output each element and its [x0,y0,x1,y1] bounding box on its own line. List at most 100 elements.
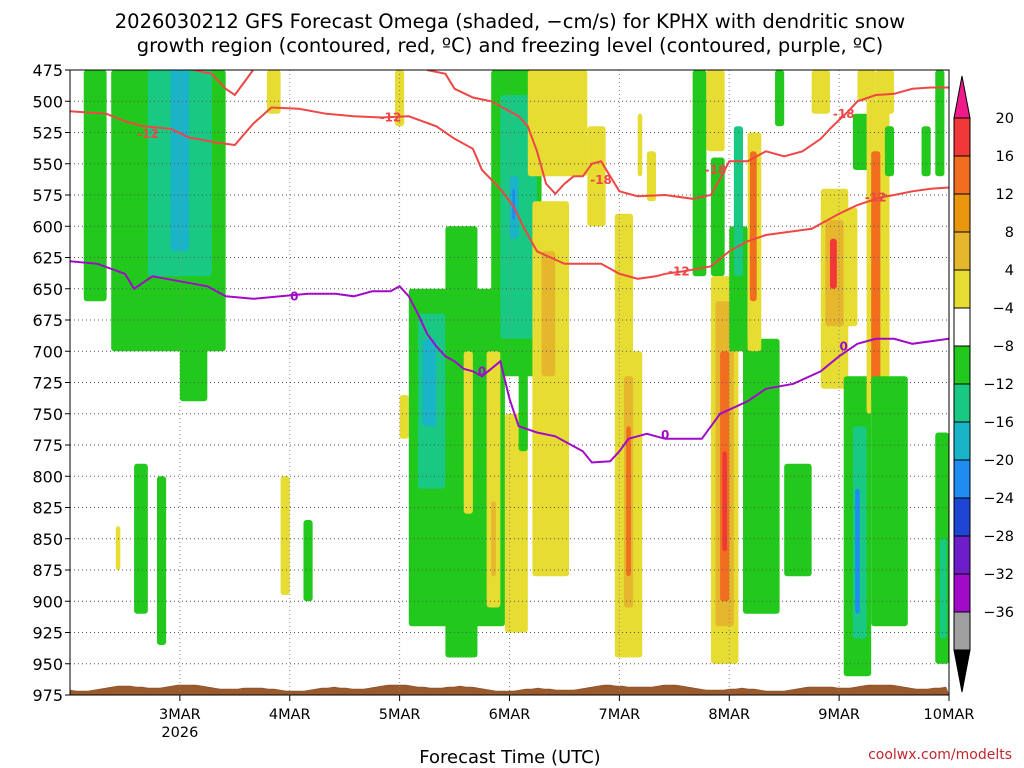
omega-region-48 [775,70,785,127]
y-tick-label-500: 500 [32,92,63,111]
colorbar-box-12 [953,573,971,613]
omega-region-16 [445,226,478,658]
colorbar-box-8 [953,421,971,461]
y-tick-label-750: 750 [32,405,63,424]
y-tick-label-550: 550 [32,155,63,174]
y-tick-label-625: 625 [32,249,63,268]
chart-title-line-1: 2026030212 GFS Forecast Omega (shaded, −… [115,10,906,33]
colorbar-bottom-arrow [953,649,971,693]
y-tick-label-825: 825 [32,499,63,518]
x-tick-label-7MAR: 7MAR [599,707,641,723]
colorbar-box-4 [953,269,971,309]
omega-region-6 [156,476,167,645]
contour-label-0-2: 0 [661,428,669,442]
colorbar-label-6: −8 [993,339,1014,355]
y-tick-label-775: 775 [32,436,63,455]
terrain-surface [69,684,950,696]
y-tick-label-800: 800 [32,467,63,486]
contour-label--12-0: -12 [137,127,159,141]
pressure-axis: 475 500 525 550 575 600 625 650 675 700 725 750 775 8… [32,61,70,705]
terrain-band [69,684,950,696]
omega-region-44 [733,126,743,277]
y-tick-label-600: 600 [32,217,63,236]
omega-region-50 [811,70,830,114]
temperature-contours: -12 -12 -12 -12 -18 -18 -18 0 0 0 0 [70,70,949,464]
omega-region-65 [921,126,931,177]
y-tick-label-900: 900 [32,592,63,611]
y-tick-label-850: 850 [32,530,63,549]
y-tick-label-925: 925 [32,624,63,643]
colorbar-label-1: 16 [996,149,1014,165]
y-tick-label-575: 575 [32,186,63,205]
colorbar-label-9: −20 [983,453,1014,469]
x-tick-label-5MAR: 5MAR [379,707,421,723]
colorbar-box-6 [953,345,971,385]
y-tick-label-725: 725 [32,374,63,393]
omega-region-10 [303,520,313,602]
omega-region-22 [486,351,501,608]
contour-label--12-2: -12 [668,264,690,278]
x-tick-label-9MAR: 9MAR [818,707,860,723]
colorbar-label-13: −36 [983,605,1014,621]
contour-line-0 [70,260,949,464]
colorbar-box-9 [953,459,971,499]
contour-line--18 [193,70,254,97]
y-tick-label-875: 875 [32,561,63,580]
omega-region-7 [115,526,121,570]
colorbar-box-5 [953,307,971,347]
colorbar-label-0: 20 [996,111,1014,127]
omega-region-59 [857,70,876,102]
colorbar-label-8: −16 [983,415,1014,431]
colorbar: 20 16 12 8 4 −4 −8 −12 −16 −20 −24 −28 −32 −36 [953,75,1014,693]
omega-region-63 [875,70,895,114]
omega-region-62 [871,376,908,627]
colorbar-label-4: 4 [1005,263,1014,279]
omega-region-68 [939,538,947,639]
x-tick-label-6MAR: 6MAR [489,707,531,723]
omega-region-28 [541,251,556,377]
contour-label--12-3: -12 [865,191,887,205]
x-tick-label-10MAR: 10MAR [924,707,975,723]
omega-region-33 [626,426,631,577]
colorbar-label-10: −24 [983,491,1014,507]
y-tick-label-700: 700 [32,342,63,361]
omega-region-0 [83,70,107,302]
x-tick-label-4MAR: 4MAR [269,707,311,723]
omega-region-54 [843,207,858,327]
y-tick-label-525: 525 [32,124,63,143]
x-tick-label-8MAR: 8MAR [708,707,750,723]
y-tick-label-650: 650 [32,280,63,299]
contour-label--12-1: -12 [380,111,402,125]
colorbar-label-2: 12 [996,187,1014,203]
omega-region-66 [935,70,945,177]
omega-region-37 [706,70,725,152]
x-tick-label-3MAR: 3MAR [159,707,201,723]
colorbar-label-11: −28 [983,529,1014,545]
y-tick-label-950: 950 [32,655,63,674]
colorbar-box-7 [953,383,971,423]
omega-region-4 [179,288,208,402]
omega-region-64 [884,126,895,177]
omega-region-9 [280,476,290,595]
contour-label-0-3: 0 [840,339,848,353]
omega-region-57 [855,488,860,614]
omega-region-35 [646,151,656,202]
y-tick-label-675: 675 [32,311,63,330]
x-tick-sublabel-3MAR: 2026 [161,725,198,741]
colorbar-box-0 [953,117,971,157]
credit-text: coolwx.com/modelts [868,747,1012,763]
colorbar-box-10 [953,497,971,537]
omega-region-34 [637,113,643,177]
contour-label-0-0: 0 [290,289,298,303]
omega-region-53 [829,238,837,289]
colorbar-box-11 [953,535,971,575]
chart-title-line-2: growth region (contoured, red, ºC) and f… [137,34,884,57]
contour-label--18b-0: -18 [590,173,612,187]
omega-region-26 [527,70,588,177]
colorbar-label-12: −32 [983,567,1014,583]
colorbar-box-3 [953,231,971,271]
omega-region-8 [266,70,281,114]
contour-label-0-1: 0 [478,364,486,378]
x-axis-label: Forecast Time (UTC) [419,747,600,768]
